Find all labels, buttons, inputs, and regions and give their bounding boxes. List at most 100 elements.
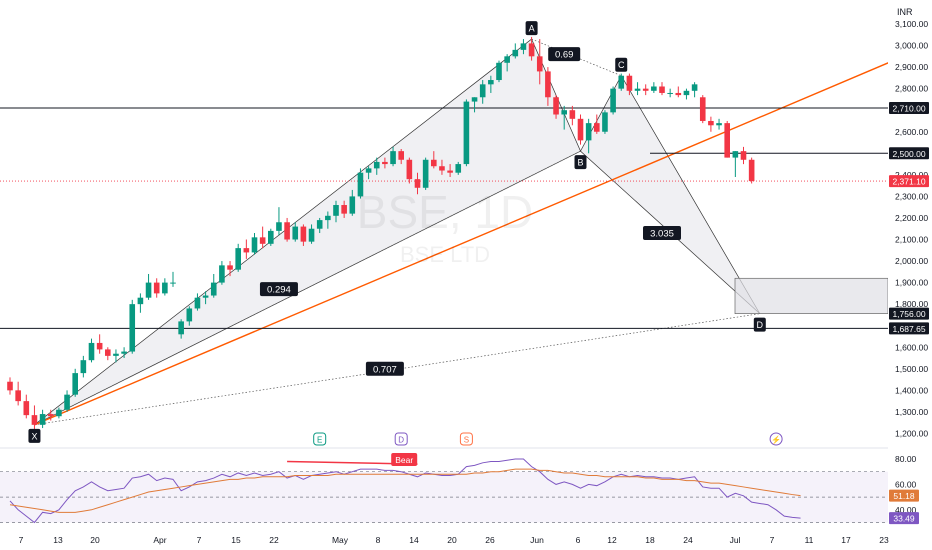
time-tick: 7: [19, 535, 24, 545]
candle-body: [72, 373, 78, 395]
candle-body: [153, 282, 160, 294]
pattern-point-label: X: [31, 431, 37, 441]
watermark-symbol: BSE, 1D: [357, 186, 533, 238]
level-label: 2,710.00: [892, 104, 925, 114]
candle-body: [528, 43, 535, 57]
candle-body: [56, 409, 62, 417]
time-tick: Jun: [530, 535, 544, 545]
pattern-labels: X A B C D 0.69 0.294 3.035 0.707 E D S ⚡: [28, 21, 783, 446]
candle-body: [170, 282, 176, 284]
candle-body: [276, 222, 282, 231]
candle-body: [536, 56, 543, 72]
price-tick: 1,500.00: [895, 364, 928, 374]
candle-body: [47, 414, 54, 417]
price-tick: 2,400.00: [895, 170, 928, 180]
time-tick: 22: [269, 535, 279, 545]
pattern-point-badge: [574, 155, 587, 170]
ratio-line-xb: [34, 150, 581, 426]
candle-body: [496, 62, 502, 81]
pattern-point-label: A: [529, 24, 535, 34]
price-tick: 1,800.00: [895, 299, 928, 309]
bear-badge: [391, 453, 418, 466]
price-axis: 1,200.00 1,300.00 1,400.00 1,500.00 1,600.00…: [888, 0, 932, 550]
pattern-point-badge: [615, 57, 628, 72]
candle-body: [422, 159, 429, 188]
price-axis-bg: [888, 0, 932, 550]
candle-body: [545, 71, 551, 98]
candle-body: [284, 222, 290, 240]
rsi-tick: 40.00: [895, 505, 917, 515]
rsi-tick: 80.00: [895, 454, 917, 464]
ratio-line-ac: [531, 38, 622, 77]
candle-body: [610, 88, 616, 113]
bear-label: Bear: [395, 455, 413, 465]
price-tick: 1,600.00: [895, 342, 928, 352]
pattern-point-label: B: [577, 158, 583, 168]
trend-line: [34, 43, 932, 426]
candle-body: [569, 110, 576, 119]
candle-body: [683, 90, 690, 96]
ratio-label: 0.69: [555, 50, 574, 61]
event-marker-label: D: [398, 436, 404, 445]
pattern-point-badge: [28, 428, 41, 443]
price-tick: 1,900.00: [895, 278, 928, 288]
candle-body: [186, 308, 193, 322]
candle-body: [406, 159, 413, 180]
candle-body: [105, 349, 111, 356]
candle-body: [699, 97, 706, 121]
time-tick: 26: [485, 535, 495, 545]
candle-body: [194, 297, 201, 309]
price-tick: 2,900.00: [895, 62, 928, 72]
candle-body: [414, 179, 421, 188]
candle-body: [333, 205, 339, 216]
time-tick: 13: [53, 535, 63, 545]
candle-body: [691, 84, 698, 91]
candle-body: [488, 80, 494, 85]
candle-body: [626, 75, 633, 91]
candle-body: [577, 118, 584, 141]
time-tick: 24: [683, 535, 693, 545]
zone-badge: [889, 307, 929, 320]
level-badge: [889, 102, 929, 115]
candle-body: [447, 170, 453, 173]
time-axis: 7 13 20 Apr 7 15 22 May 8 14 20 26 Jun 6 12 18 24 Jul 7 11 1…: [19, 535, 889, 545]
candle-body: [732, 151, 739, 158]
candle-body: [667, 92, 673, 94]
candle-body: [268, 230, 274, 244]
candle-body: [471, 97, 478, 102]
candle-body: [15, 390, 21, 402]
time-tick: 8: [376, 535, 381, 545]
ratio-badge: [365, 361, 404, 376]
price-tick: 2,200.00: [895, 213, 928, 223]
candle-body: [675, 92, 682, 96]
pattern-point-badge: [753, 317, 766, 332]
event-marker: [394, 432, 408, 446]
event-marker: [313, 432, 327, 446]
time-tick: 17: [841, 535, 851, 545]
candle-body: [235, 248, 241, 270]
ratio-badge: [643, 226, 681, 241]
rsi-tick: 60.00: [895, 479, 917, 489]
candle-body: [7, 381, 13, 391]
pattern-point-badge: [525, 21, 538, 36]
candle-body: [708, 120, 714, 126]
candle-body: [602, 112, 608, 132]
candle-body: [316, 220, 323, 229]
candle-body: [80, 360, 87, 374]
price-tick: 1,400.00: [895, 385, 928, 395]
candle-body: [23, 401, 30, 416]
candle-body: [292, 226, 299, 240]
candle-body: [553, 97, 559, 115]
event-marker: [459, 432, 473, 446]
candle-body: [373, 161, 380, 169]
candle-body: [390, 151, 396, 165]
candle-body: [594, 123, 600, 132]
candle-body: [251, 237, 258, 253]
pattern-point-label: D: [757, 320, 764, 330]
candle-body: [243, 248, 250, 253]
candle-body: [724, 123, 730, 158]
candle-body: [618, 75, 625, 89]
price-tick: 3,000.00: [895, 41, 928, 51]
candle-body: [740, 151, 747, 160]
candle-body: [121, 351, 127, 354]
